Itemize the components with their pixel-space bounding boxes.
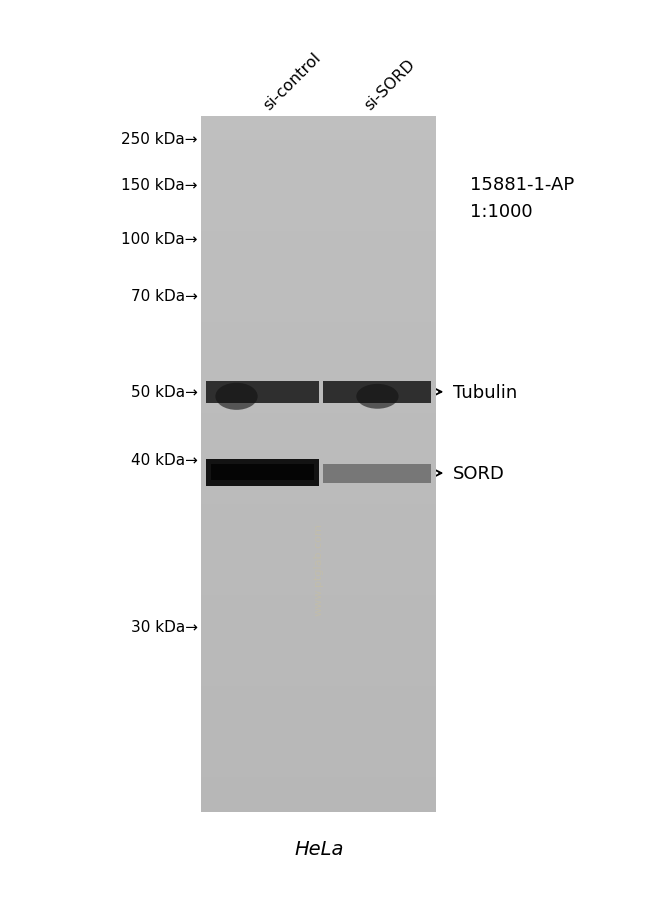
Bar (206, 459, 319, 486)
Text: 50 kDa→: 50 kDa→ (131, 385, 198, 400)
Text: 250 kDa→: 250 kDa→ (121, 133, 198, 147)
Text: Tubulin: Tubulin (453, 383, 517, 401)
Text: 150 kDa→: 150 kDa→ (121, 178, 198, 192)
Bar (211, 465, 314, 481)
Text: HeLa: HeLa (294, 839, 344, 858)
Text: si-control: si-control (261, 50, 324, 113)
Text: 70 kDa→: 70 kDa→ (131, 289, 198, 303)
Bar (206, 381, 319, 403)
Text: 40 kDa→: 40 kDa→ (131, 453, 198, 467)
Bar (323, 465, 431, 483)
Text: 100 kDa→: 100 kDa→ (121, 232, 198, 246)
Ellipse shape (356, 384, 399, 410)
Ellipse shape (215, 383, 258, 410)
Text: 15881-1-AP
1:1000: 15881-1-AP 1:1000 (470, 176, 574, 221)
Text: 30 kDa→: 30 kDa→ (131, 620, 198, 634)
Text: si-SORD: si-SORD (362, 57, 418, 113)
Text: www.ptglab.com: www.ptglab.com (314, 522, 323, 615)
Bar (323, 381, 431, 403)
Text: SORD: SORD (453, 465, 505, 483)
